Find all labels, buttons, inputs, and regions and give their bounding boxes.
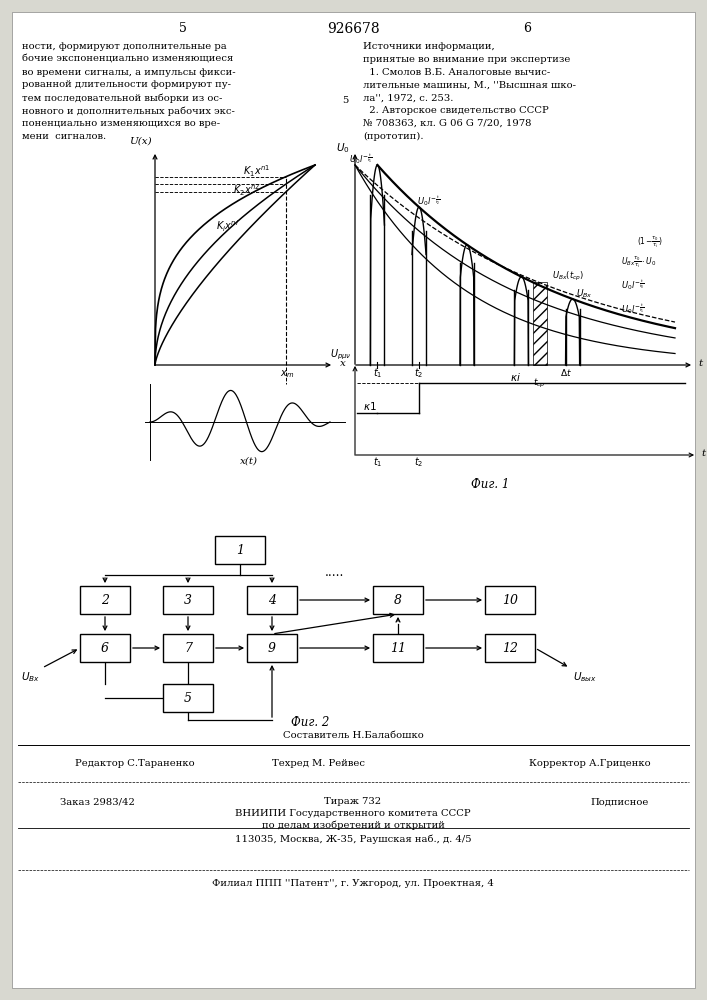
Text: $(1\!-\!\frac{\tau_0}{\tau_i})$: $(1\!-\!\frac{\tau_0}{\tau_i})$ <box>636 235 662 250</box>
Text: новного и дополнительных рабочих экс-: новного и дополнительных рабочих экс- <box>22 106 235 115</box>
Text: $t_1$: $t_1$ <box>373 455 382 469</box>
Bar <box>80 634 130 662</box>
Text: Тираж 732: Тираж 732 <box>325 798 382 806</box>
Text: Заказ 2983/42: Заказ 2983/42 <box>60 798 135 806</box>
Text: $t_2$: $t_2$ <box>414 455 423 469</box>
Text: $U_{Bx}(t_{cp})$: $U_{Bx}(t_{cp})$ <box>552 270 584 283</box>
Text: тем последовательной выборки из ос-: тем последовательной выборки из ос- <box>22 93 223 103</box>
Text: $U_0 l^{-\frac{t}{t_2}}$: $U_0 l^{-\frac{t}{t_2}}$ <box>417 193 440 208</box>
Text: $t_2$: $t_2$ <box>414 366 423 380</box>
Text: ности, формируют дополнительные ра: ности, формируют дополнительные ра <box>22 42 227 51</box>
Text: бочие экспоненциально изменяющиеся: бочие экспоненциально изменяющиеся <box>22 55 233 64</box>
Text: x: x <box>340 360 346 368</box>
Text: .....: ..... <box>325 566 345 580</box>
Text: Корректор А.Гриценко: Корректор А.Гриценко <box>529 758 651 768</box>
Text: 8: 8 <box>394 593 402 606</box>
Text: $K_2 x^{n2}$: $K_2 x^{n2}$ <box>233 183 260 198</box>
Bar <box>163 634 213 662</box>
Text: 3: 3 <box>184 593 192 606</box>
Text: x(t): x(t) <box>240 457 258 466</box>
Text: Редактор С.Тараненко: Редактор С.Тараненко <box>75 758 194 768</box>
Text: 5: 5 <box>341 96 348 105</box>
Text: 113035, Москва, Ж-35, Раушская наб., д. 4/5: 113035, Москва, Ж-35, Раушская наб., д. … <box>235 834 472 844</box>
Text: (прототип).: (прототип). <box>363 132 423 141</box>
Text: $K_i x^{ni}$: $K_i x^{ni}$ <box>216 219 239 234</box>
Text: 7: 7 <box>184 642 192 654</box>
Text: $U_0$: $U_0$ <box>337 141 350 155</box>
Text: $\kappa 1$: $\kappa 1$ <box>363 399 377 412</box>
Text: 1: 1 <box>236 544 244 556</box>
Text: 6: 6 <box>101 642 109 654</box>
Text: Фиг. 1: Фиг. 1 <box>471 479 509 491</box>
Text: $U_{вых}$: $U_{вых}$ <box>573 670 597 684</box>
Text: $U_{Bx}$: $U_{Bx}$ <box>21 670 40 684</box>
Text: $U_0 l^{-\frac{t}{t_1}}$: $U_0 l^{-\frac{t}{t_1}}$ <box>349 151 373 165</box>
Text: 2: 2 <box>101 593 109 606</box>
Text: $x_m$: $x_m$ <box>280 368 294 380</box>
Text: принятые во внимание при экспертизе: принятые во внимание при экспертизе <box>363 55 571 64</box>
Text: ВНИИПИ Государственного комитета СССР: ВНИИПИ Государственного комитета СССР <box>235 810 471 818</box>
Text: № 708363, кл. G 06 G 7/20, 1978: № 708363, кл. G 06 G 7/20, 1978 <box>363 119 532 128</box>
Text: Техред М. Рейвес: Техред М. Рейвес <box>271 758 365 768</box>
Text: $\Delta t$: $\Delta t$ <box>560 367 572 378</box>
Text: мени  сигналов.: мени сигналов. <box>22 132 106 141</box>
Text: Источники информации,: Источники информации, <box>363 42 495 51</box>
Bar <box>485 586 535 614</box>
Text: Составитель Н.Балабошко: Составитель Н.Балабошко <box>283 732 423 740</box>
Text: 5: 5 <box>184 692 192 704</box>
Text: U(x): U(x) <box>129 137 152 146</box>
Bar <box>373 634 423 662</box>
Text: $U_0 l^{-\frac{t}{t_1}}$: $U_0 l^{-\frac{t}{t_1}}$ <box>621 302 644 316</box>
Text: 6: 6 <box>523 22 531 35</box>
Text: ла'', 1972, с. 253.: ла'', 1972, с. 253. <box>363 93 453 102</box>
Text: $t_{cp}$: $t_{cp}$ <box>532 377 545 390</box>
Bar <box>485 634 535 662</box>
Text: 11: 11 <box>390 642 406 654</box>
Bar <box>163 586 213 614</box>
Text: во времени сигналы, а импульсы фикси-: во времени сигналы, а импульсы фикси- <box>22 68 235 77</box>
Text: t: t <box>698 360 702 368</box>
Bar <box>373 586 423 614</box>
Text: 5: 5 <box>179 22 187 35</box>
Text: 10: 10 <box>502 593 518 606</box>
Text: Филиал ППП ''Патент'', г. Ужгород, ул. Проектная, 4: Филиал ППП ''Патент'', г. Ужгород, ул. П… <box>212 879 494 888</box>
Text: $K_1 x^{n1}$: $K_1 x^{n1}$ <box>243 163 271 179</box>
Text: 12: 12 <box>502 642 518 654</box>
Bar <box>215 536 265 564</box>
Text: Фиг. 2: Фиг. 2 <box>291 716 329 728</box>
Bar <box>163 684 213 712</box>
Text: $U_{Bx}\frac{\tau_0}{\tau_i}\cdot U_0$: $U_{Bx}\frac{\tau_0}{\tau_i}\cdot U_0$ <box>621 255 656 270</box>
Text: $U_{p\mu\nu}$: $U_{p\mu\nu}$ <box>329 348 351 362</box>
Text: $\kappa i$: $\kappa i$ <box>510 371 520 383</box>
Text: лительные машины, М., ''Высшная шко-: лительные машины, М., ''Высшная шко- <box>363 80 576 89</box>
Text: 926678: 926678 <box>327 22 380 36</box>
Text: 1. Смолов В.Б. Аналоговые вычис-: 1. Смолов В.Б. Аналоговые вычис- <box>363 68 550 77</box>
Text: 4: 4 <box>268 593 276 606</box>
Text: по делам изобретений и открытий: по делам изобретений и открытий <box>262 820 445 830</box>
Text: t: t <box>701 450 705 458</box>
Text: $U_{Bx}$: $U_{Bx}$ <box>575 287 592 300</box>
Text: $U_0 l^{-\frac{t}{t_0}}$: $U_0 l^{-\frac{t}{t_0}}$ <box>621 278 644 292</box>
Bar <box>247 634 297 662</box>
Text: 9: 9 <box>268 642 276 654</box>
Bar <box>80 586 130 614</box>
Text: Подписное: Подписное <box>590 798 648 806</box>
Text: $t_1$: $t_1$ <box>373 366 382 380</box>
Text: рованной длительности формируют пу-: рованной длительности формируют пу- <box>22 80 231 89</box>
Text: 2. Авторское свидетельство СССР: 2. Авторское свидетельство СССР <box>363 106 549 115</box>
Text: поненциально изменяющихся во вре-: поненциально изменяющихся во вре- <box>22 119 220 128</box>
Bar <box>247 586 297 614</box>
